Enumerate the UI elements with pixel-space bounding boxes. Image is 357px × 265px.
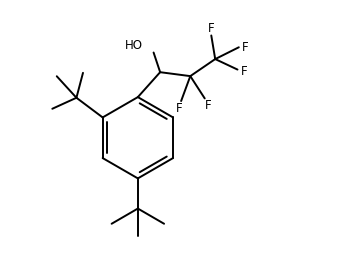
Text: F: F	[205, 99, 211, 112]
Text: F: F	[242, 41, 249, 54]
Text: F: F	[241, 65, 247, 78]
Text: HO: HO	[125, 39, 143, 52]
Text: F: F	[208, 23, 215, 36]
Text: F: F	[176, 102, 182, 115]
